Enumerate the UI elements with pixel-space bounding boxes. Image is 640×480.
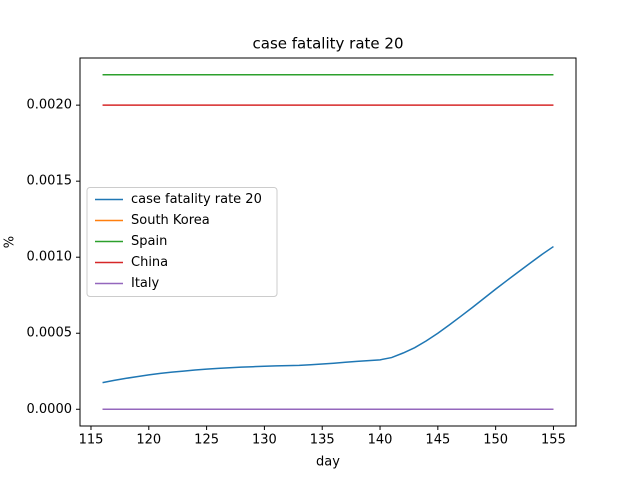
legend-label: Spain	[131, 234, 167, 249]
x-tick-label: 130	[252, 433, 277, 448]
legend-label: Italy	[131, 276, 160, 291]
legend-label: South Korea	[131, 213, 210, 228]
x-tick-label: 125	[194, 433, 219, 448]
x-tick-label: 135	[310, 433, 335, 448]
y-tick-label: 0.0000	[27, 402, 73, 417]
x-tick-label: 120	[136, 433, 161, 448]
plot-frame	[79, 57, 577, 427]
y-tick-label: 0.0005	[27, 326, 73, 341]
x-axis-label: day	[316, 455, 340, 470]
x-tick-label: 115	[79, 433, 104, 448]
y-tick-label: 0.0010	[27, 250, 73, 265]
x-tick-label: 155	[541, 433, 566, 448]
chart-title: case fatality rate 20	[253, 35, 404, 53]
x-tick-label: 150	[483, 433, 508, 448]
legend-label: China	[131, 255, 168, 270]
series-line	[102, 245, 554, 384]
legend-box	[86, 187, 278, 297]
legend-label: case fatality rate 20	[131, 192, 262, 207]
y-tick-label: 0.0015	[27, 174, 73, 189]
y-tick-label: 0.0020	[27, 98, 73, 113]
x-tick-label: 140	[368, 433, 393, 448]
x-tick-label: 145	[425, 433, 450, 448]
y-axis-label: %	[3, 236, 18, 248]
